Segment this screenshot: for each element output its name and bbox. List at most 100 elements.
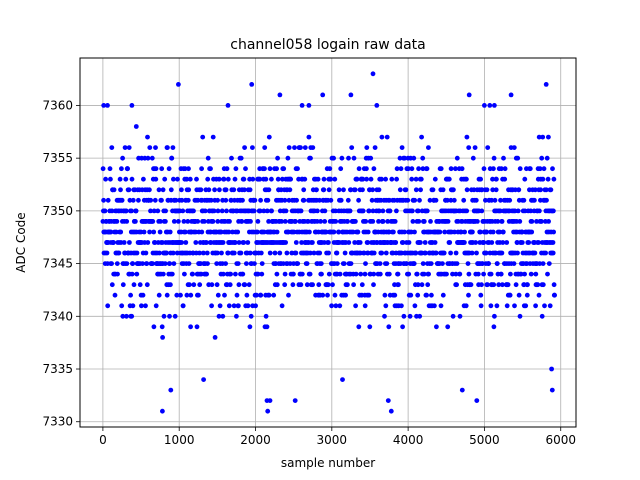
outlier-point [225,103,231,108]
data-point [389,176,395,182]
data-point [162,176,168,182]
data-point [490,176,495,182]
data-point [125,166,130,172]
data-point [282,282,288,288]
data-point [123,208,129,214]
data-point [360,208,366,214]
data-point [402,155,407,161]
data-point [129,176,135,182]
data-point [334,250,340,256]
data-point [236,303,241,309]
data-point [386,324,392,330]
data-point [540,282,546,288]
data-point [438,166,444,172]
data-point [458,229,464,235]
data-point [345,197,351,203]
data-point [267,250,273,256]
y-tick-label: 7330 [42,415,73,429]
data-point [440,261,445,266]
data-point [524,292,530,298]
data-point [220,271,226,277]
data-point [318,261,324,266]
data-point [147,145,153,151]
data-point [304,282,310,288]
outlier-point [160,408,165,414]
outlier-point [292,398,298,403]
data-point [250,145,255,151]
data-point [180,303,186,309]
data-point [514,240,520,245]
data-point [153,303,159,309]
data-point [162,261,168,266]
x-tick-label: 3000 [317,433,348,447]
data-point [499,166,504,172]
data-point [494,303,500,309]
data-point [539,313,545,319]
data-point [545,271,550,277]
data-point [174,250,180,256]
data-point [481,271,486,277]
data-point [546,261,552,266]
data-point [331,229,337,235]
outlier-point [549,366,554,372]
data-point [315,176,321,182]
outlier-point [201,377,207,382]
data-point [228,271,234,277]
data-point [419,282,425,288]
y-tick-label: 7355 [42,151,73,165]
data-point [326,250,331,256]
data-point [424,292,429,298]
data-point [205,261,210,266]
data-point [318,219,323,224]
outlier-point [101,103,107,108]
data-point [440,187,446,193]
x-tick-label: 4000 [393,433,424,447]
data-point [488,303,494,309]
data-point [434,324,439,330]
data-point [403,187,409,193]
data-point [444,271,449,277]
data-point [551,208,556,214]
data-point [120,282,126,288]
data-point [210,219,216,224]
outlier-point [474,398,480,403]
data-point [457,271,463,277]
outlier-point [320,92,326,98]
data-point [275,176,281,182]
data-point [551,229,556,235]
data-point [366,208,372,214]
data-point [134,250,140,256]
data-point [493,187,499,193]
data-point [451,197,457,203]
data-point [440,292,446,298]
data-point [215,219,221,224]
data-point [266,219,271,224]
data-point [505,282,511,288]
data-point [274,229,280,235]
data-point [532,187,538,193]
data-point [266,292,272,298]
data-point [362,271,368,277]
data-point [109,282,115,288]
data-point [235,229,241,235]
data-point [350,229,356,235]
data-point [527,166,533,172]
data-point [466,145,472,151]
data-point [129,208,134,214]
data-point [365,250,371,256]
data-point [298,145,303,151]
data-point [134,271,140,277]
data-point [160,335,166,340]
data-point [224,208,229,214]
data-point [242,145,248,151]
data-point [540,134,546,140]
data-point [409,176,415,182]
data-point [376,208,382,214]
data-point [414,271,420,277]
data-point [159,197,164,203]
data-point [299,240,304,245]
data-point [170,250,176,256]
data-point [363,219,369,224]
outlier-point [249,82,255,87]
data-point [241,240,247,245]
